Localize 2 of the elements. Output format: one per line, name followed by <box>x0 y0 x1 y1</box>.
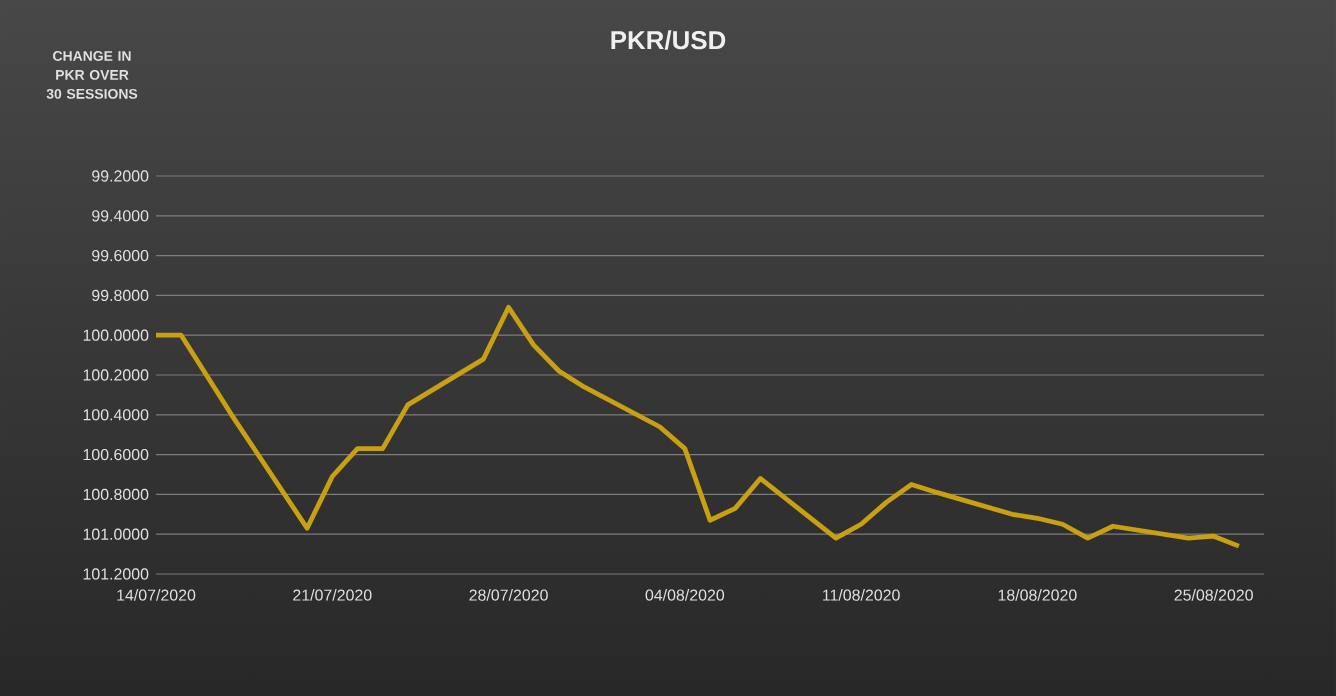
line-series <box>153 304 1242 549</box>
chart-title: PKR/USD <box>611 30 726 50</box>
